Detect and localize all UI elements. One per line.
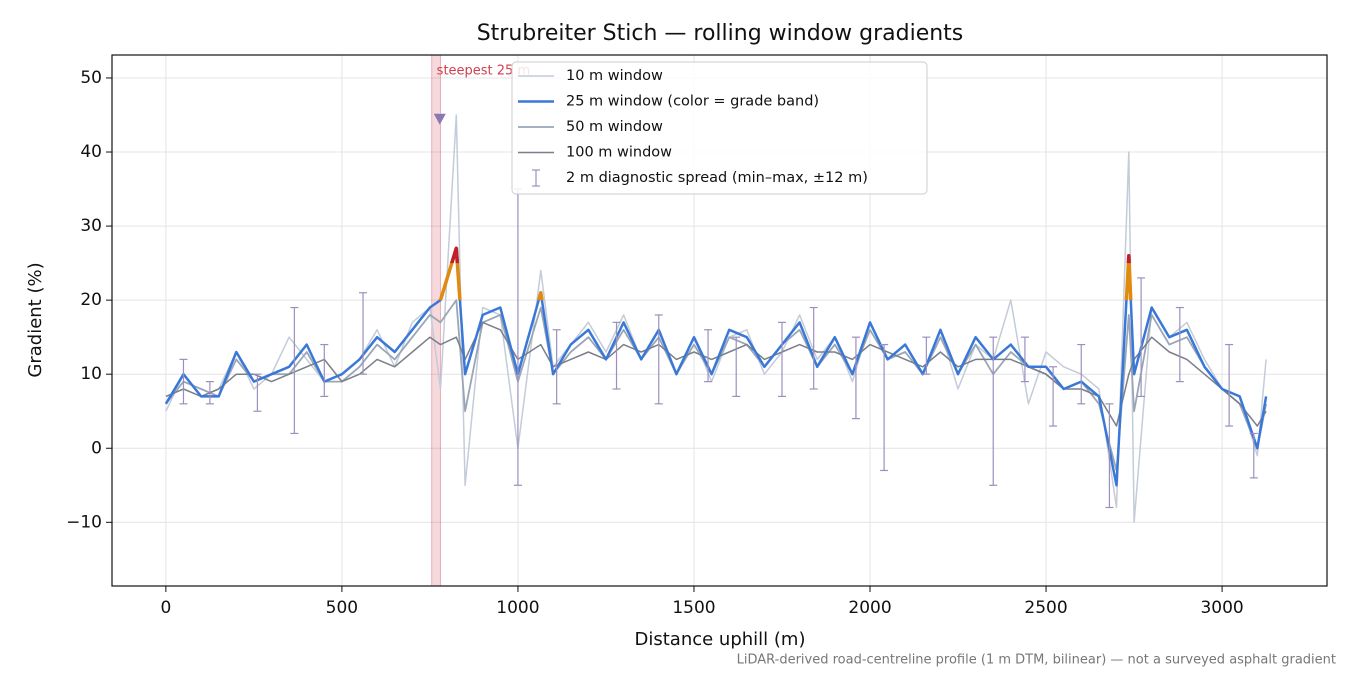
x-tick-label: 3000 [1200,598,1243,618]
legend-label: 50 m window [566,119,663,135]
legend-label: 100 m window [566,145,672,161]
legend-label: 2 m diagnostic spread (min–max, ±12 m) [566,170,868,186]
line-2 [165,299,1267,472]
y-tick-label: 30 [80,216,102,236]
x-tick-label: 0 [160,598,171,618]
plot-area [164,55,1268,586]
y-tick-label: 50 [80,68,102,88]
steepest-marker [433,113,446,125]
y-tick-label: 20 [80,290,102,310]
y-tick-label: −10 [66,512,102,532]
x-tick-label: 2000 [848,598,891,618]
legend-label: 10 m window [566,68,663,84]
x-tick-label: 500 [326,598,358,618]
legend-label: 25 m window (color = grade band) [566,94,819,110]
x-tick-label: 2500 [1024,598,1067,618]
steepest-label: steepest 25 m [437,64,530,79]
line-3 [165,321,1267,427]
legend-box [511,61,928,195]
y-tick-label: 0 [91,438,102,458]
y-tick-label: 10 [80,364,102,384]
plot-frame [111,54,1328,587]
x-tick-label: 1000 [496,598,539,618]
chart-title: Strubreiter Stich — rolling window gradi… [477,21,964,46]
x-axis-label: Distance uphill (m) [635,629,806,650]
line-1 [164,247,1268,487]
y-axis-label: Gradient (%) [25,262,46,377]
footnote: LiDAR-derived road-centreline profile (1… [737,653,1336,668]
y-tick-label: 40 [80,142,102,162]
x-tick-label: 1500 [672,598,715,618]
